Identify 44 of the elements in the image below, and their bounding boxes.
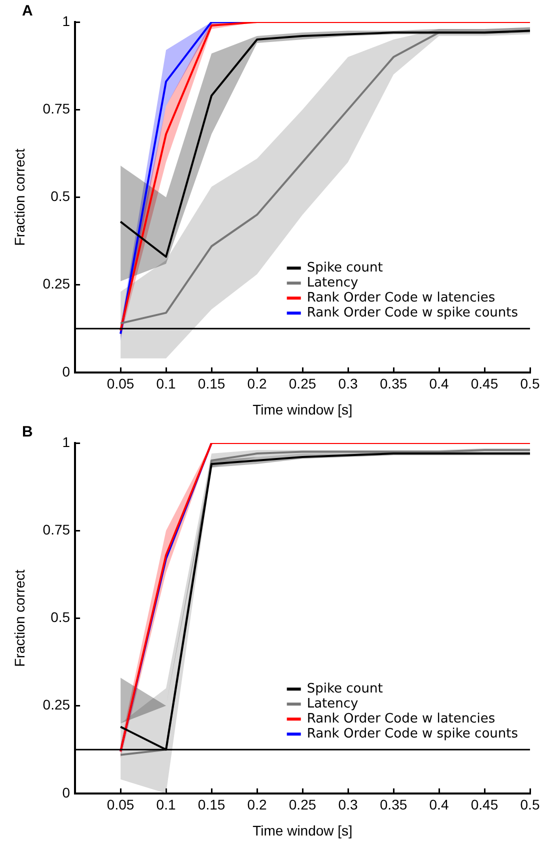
y-tick-label: 1 <box>62 434 70 450</box>
y-tick-label: 0 <box>62 363 70 380</box>
x-tick-label: 0.4 <box>429 376 449 392</box>
y-tick-label: 0.75 <box>42 521 70 538</box>
x-tick-label: 0.5 <box>520 376 540 392</box>
y-tick-label: 0.75 <box>42 100 70 116</box>
legend-label: Rank Order Code w spike counts <box>306 726 518 742</box>
legend-label: Latency <box>306 275 359 290</box>
x-tick-label: 0.15 <box>198 796 226 813</box>
y-tick-label: 0.25 <box>42 696 70 713</box>
legend-label: Rank Order Code w spike counts <box>306 305 518 320</box>
x-tick-label: 0.15 <box>198 376 226 392</box>
chart-title: A <box>22 2 33 20</box>
x-tick-label: 0.2 <box>247 796 267 813</box>
legend-label: Rank Order Code w latencies <box>306 290 496 306</box>
x-tick-label: 0.35 <box>380 376 408 392</box>
x-tick-label: 0.05 <box>106 796 134 813</box>
x-tick-label: 0.4 <box>429 796 449 813</box>
legend-label: Latency <box>306 696 359 712</box>
x-tick-label: 0.25 <box>288 796 316 813</box>
legend-label: Spike count <box>306 681 383 696</box>
legend-label: Rank Order Code w latencies <box>306 711 496 726</box>
y-tick-label: 0.5 <box>50 609 70 626</box>
x-tick-label: 0.05 <box>106 376 134 392</box>
y-tick-label: 0 <box>62 784 70 800</box>
legend-label: Spike count <box>306 260 383 276</box>
y-tick-label: 0.5 <box>50 188 70 204</box>
x-tick-label: 0.25 <box>288 376 316 392</box>
x-tick-label: 0.45 <box>470 376 498 392</box>
y-axis-title: Fraction correct <box>11 148 28 246</box>
y-tick-label: 0.25 <box>42 276 70 292</box>
x-axis-title: Time window [s] <box>252 822 352 838</box>
x-tick-label: 0.3 <box>338 376 358 392</box>
x-tick-label: 0.35 <box>380 796 408 813</box>
y-tick-label: 1 <box>62 12 70 29</box>
x-tick-label: 0.1 <box>156 796 176 813</box>
x-axis-title: Time window [s] <box>252 401 352 418</box>
chart-title: B <box>22 424 33 441</box>
x-tick-label: 0.2 <box>247 376 267 392</box>
x-tick-label: 0.1 <box>156 376 176 392</box>
x-tick-label: 0.5 <box>520 796 540 813</box>
x-tick-label: 0.3 <box>338 796 358 813</box>
x-tick-label: 0.45 <box>470 796 498 813</box>
y-axis-title: Fraction correct <box>11 569 28 667</box>
